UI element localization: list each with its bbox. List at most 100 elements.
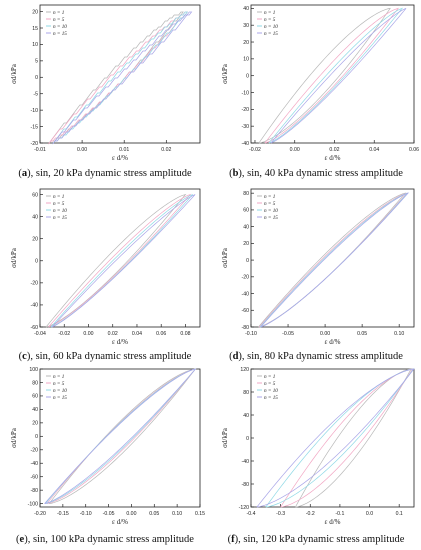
series-line-n=15 [270,8,407,144]
panel-e: -0.20 -0.15 -0.10 -0.05 0.00 0.05 0.10 0.15 -100… [0,366,210,549]
y-tick-label: 60 [32,192,38,198]
y-tick-label: 40 [32,407,38,413]
y-axis-label: σd/kPa [10,63,18,84]
y-tick-label: -80 [31,488,39,494]
series-line-n=15 [256,368,415,508]
y-tick-label: -100 [28,501,38,507]
x-tick-label: -0.20 [34,511,46,517]
y-tick-label: -20 [242,275,250,281]
y-tick-label: -60 [242,308,250,314]
legend-entry: n = 15 [53,395,67,401]
panel-d: -0.10 -0.05 0.00 0.05 0.10 -80 -60 -40 -20 0 20 40 6… [211,183,421,366]
y-tick-label: -60 [31,475,39,481]
y-tick-label: 30 [243,23,249,29]
y-tick-label: 0 [246,73,249,79]
series-line-n=1 [295,368,412,508]
x-tick-label: 0.10 [394,331,404,337]
series-line-n=15 [51,194,196,328]
x-axis-label: ε d/% [112,518,128,526]
x-tick-label: 0.00 [77,147,87,153]
caption-f: (f), sin, 120 kPa dynamic stress amplitu… [227,534,405,545]
y-tick-label: -15 [31,124,39,130]
series-line-n=10 [268,7,404,144]
y-tick-label: 20 [32,236,38,242]
y-tick-label: 10 [243,57,249,63]
series-line-n=10 [265,368,415,508]
series-line-n=10 [45,368,197,504]
y-tick-label: 20 [32,421,38,427]
x-tick-label: 0.10 [172,511,182,517]
x-tick-label: -0.10 [80,511,92,517]
x-tick-label: -0.05 [103,511,115,517]
y-tick-label: 0 [35,434,38,440]
y-tick-label: -120 [239,505,249,511]
series-line-n=10 [52,11,189,145]
x-tick-label: 0.02 [161,147,171,153]
y-tick-label: -40 [242,291,250,297]
x-tick-label: -0.2 [306,511,315,517]
series-line-n=15 [52,11,193,145]
x-axis-label: ε d/% [325,154,341,162]
legend-entry: n = 1 [264,194,276,200]
caption-d: (d), sin, 80 kPa dynamic stress amplitud… [229,351,403,362]
y-tick-label: -10 [242,90,250,96]
series-line-n=5 [264,7,400,144]
y-tick-label: 100 [29,367,38,373]
series-line-n=15 [260,192,410,328]
x-tick-label: 0.00 [290,147,300,153]
caption-label: a [21,168,28,179]
x-tick-label: 0.1 [396,511,403,517]
caption-label: f [231,534,235,545]
x-tick-label: -0.05 [282,331,294,337]
series-line-n=15 [44,368,197,504]
x-tick-label: -0.02 [58,331,70,337]
legend-entry: n = 10 [53,388,67,394]
caption-c: (c), sin, 60 kPa dynamic stress amplitud… [18,351,192,362]
legend-entry: n = 1 [264,374,276,380]
x-tick-label: 0.00 [320,331,330,337]
plot-frame [39,368,201,508]
legend-entry: n = 5 [264,17,276,23]
x-tick-label: -0.02 [249,147,261,153]
y-tick-label: 20 [243,40,249,46]
x-tick-label: 0.05 [357,331,367,337]
series-line-n=1 [48,368,197,504]
chart-a: -0.01 0.00 0.01 0.02 -20 -15 -10 -5 0 5 10 15 20 ε d/… [10,4,201,162]
y-tick-label: -20 [31,281,39,287]
y-tick-label: 0 [246,436,249,442]
y-tick-label: 120 [240,367,249,373]
legend-entry: n = 15 [53,31,67,37]
plot-frame [39,188,201,328]
caption-text: , sin, 120 kPa dynamic stress amplitude [238,534,405,545]
legend-entry: n = 1 [53,374,65,380]
plot-frame [250,4,415,144]
caption-label: e [19,534,25,545]
caption-label: b [232,168,239,179]
panel-a: -0.01 0.00 0.01 0.02 -20 -15 -10 -5 0 5 10 15 20 ε d/… [0,0,210,183]
x-tick-label: -0.3 [276,511,285,517]
y-tick-label: 80 [32,380,38,386]
y-tick-label: 40 [243,224,249,230]
y-tick-label: 0 [35,75,38,81]
series-line-n=1 [45,193,187,328]
y-tick-label: 15 [32,26,38,32]
x-tick-label: -0.15 [57,511,69,517]
chart-c: -0.04 -0.02 0.00 0.02 0.04 0.06 0.08 -60 -40 -20 0… [10,188,201,346]
y-tick-label: 20 [32,9,38,15]
y-axis-label: σd/kPa [221,63,229,84]
x-tick-label: 0.04 [132,331,142,337]
legend-entry: n = 15 [264,215,278,221]
x-tick-label: 0.02 [329,147,339,153]
y-tick-label: 0 [246,258,249,264]
caption-text: , sin, 40 kPa dynamic stress amplitude [241,168,403,179]
caption-text: , sin, 100 kPa dynamic stress amplitude [27,534,194,545]
series-line-n=1 [258,7,391,144]
y-tick-label: -10 [31,108,39,114]
y-tick-label: -20 [31,448,39,454]
y-tick-label: -5 [33,92,38,98]
x-tick-label: 0.15 [195,511,205,517]
chart-b: -0.02 0.00 0.02 0.04 0.06 -40 -30 -20 -10 0 10 20 30… [221,4,419,162]
caption-label: d [232,351,239,362]
y-tick-label: 40 [32,214,38,220]
